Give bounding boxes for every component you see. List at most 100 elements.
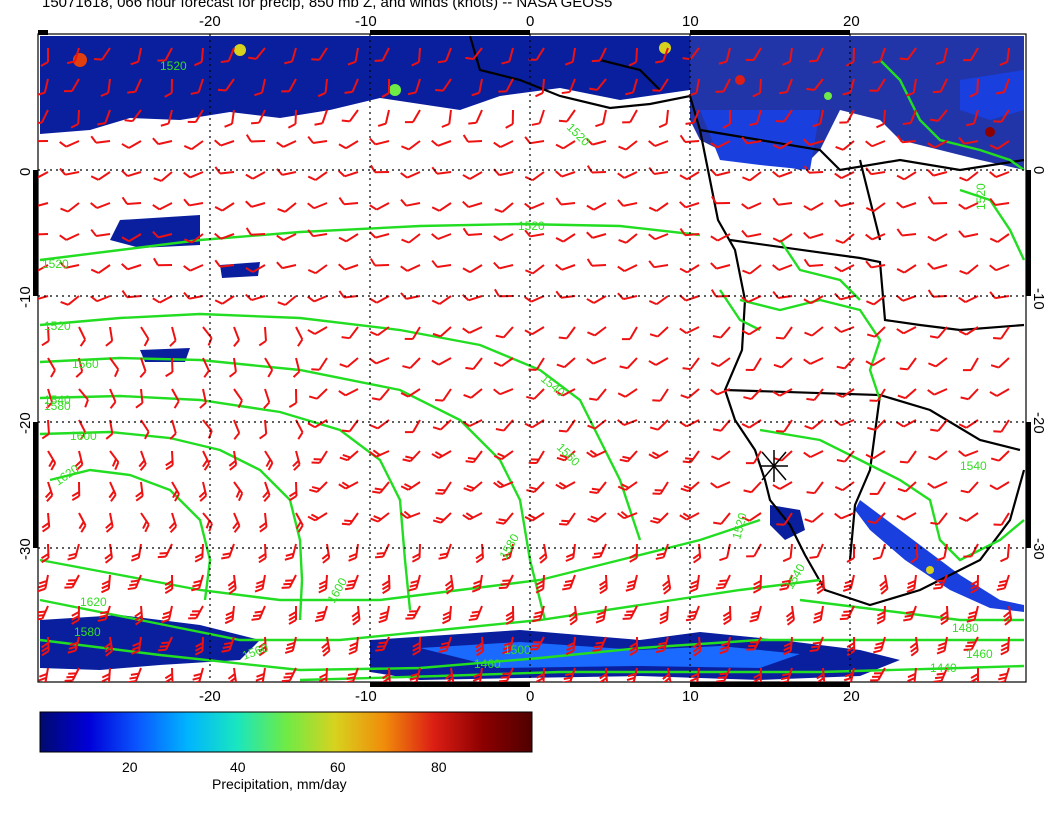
wind-barb	[556, 450, 576, 462]
wind-barb	[38, 233, 49, 236]
wind-barb	[90, 264, 111, 274]
wind-barb	[692, 636, 702, 657]
wind-barb	[183, 140, 204, 151]
wind-barb	[194, 47, 204, 67]
wind-barb	[621, 326, 638, 341]
contour-label: 1620	[80, 595, 107, 609]
wind-barb	[866, 326, 886, 338]
wind-barb	[586, 138, 607, 146]
wind-barb	[140, 326, 150, 347]
wind-barb	[378, 605, 390, 624]
wind-barb	[928, 450, 948, 461]
wind-barb	[254, 574, 266, 593]
wind-barb	[598, 574, 608, 595]
wind-barb	[932, 78, 948, 94]
wind-barb	[958, 326, 979, 336]
wind-barb	[648, 140, 669, 147]
wind-barb	[650, 512, 669, 524]
wind-barb	[936, 636, 948, 655]
wind-barb	[130, 47, 142, 66]
wind-barb	[105, 512, 114, 533]
contour-label: 1520	[974, 183, 988, 210]
wind-barb	[78, 388, 89, 408]
wind-barb	[38, 109, 49, 125]
wind-barb	[232, 512, 241, 533]
wind-barb	[715, 574, 731, 590]
wind-barb	[845, 47, 855, 67]
wind-barb	[314, 605, 328, 623]
wind-barb	[865, 167, 886, 176]
wind-barb	[682, 357, 700, 371]
wind-barb	[432, 419, 452, 431]
wind-barb	[865, 450, 886, 460]
colorbar-gradient	[39, 711, 533, 753]
contour-label: 1500	[504, 643, 531, 657]
wind-barb	[344, 574, 359, 591]
wind-barb	[245, 171, 266, 180]
wind-barb	[445, 667, 455, 682]
colorbar-title: Precipitation, mm/day	[212, 776, 347, 792]
wind-barb	[250, 109, 266, 125]
wind-barb	[127, 78, 142, 94]
wind-barb	[90, 295, 111, 303]
wind-barb	[617, 481, 638, 491]
colorbar-tick-label: 60	[330, 759, 346, 775]
wind-barb	[307, 229, 328, 238]
wind-barb	[652, 481, 669, 495]
wind-barb	[462, 326, 483, 334]
contour-label: 1520	[42, 257, 69, 271]
wind-barb	[896, 228, 917, 237]
wind-barb	[927, 233, 948, 242]
wind-barb	[338, 140, 359, 150]
wind-barb	[990, 357, 1010, 369]
wind-barb	[400, 171, 421, 179]
wind-barb	[493, 233, 514, 242]
wind-barb	[899, 47, 917, 61]
wind-barb	[617, 199, 638, 207]
wind-barb	[44, 481, 54, 502]
lat-tick-label: -20	[17, 412, 34, 434]
wind-barb	[869, 481, 886, 496]
wind-barb	[779, 574, 793, 591]
wind-barb	[718, 47, 731, 65]
wind-barb	[809, 543, 824, 559]
wind-barb	[505, 605, 515, 625]
wind-barb	[906, 667, 917, 682]
wind-barb	[438, 636, 452, 653]
wind-barb	[689, 667, 700, 682]
wind-barb	[652, 388, 669, 402]
wind-barb	[652, 78, 669, 92]
wind-barb	[599, 667, 608, 682]
wind-barb	[442, 605, 452, 625]
wind-barb	[782, 543, 793, 563]
wind-barb	[745, 357, 762, 372]
wind-barb	[969, 78, 979, 98]
wind-barb	[933, 574, 948, 590]
wind-barb	[263, 388, 271, 409]
wind-barb	[741, 512, 762, 522]
wind-barb	[38, 171, 49, 180]
wind-barb	[834, 419, 855, 427]
wind-barb	[930, 109, 948, 122]
wind-barb	[745, 47, 762, 62]
wind-barb	[962, 357, 979, 372]
wind-barb	[494, 202, 514, 213]
wind-barb	[228, 450, 238, 471]
wind-barb	[899, 450, 917, 464]
wind-barb	[562, 574, 576, 591]
wind-barb	[233, 481, 244, 502]
lon-tick-label: -10	[355, 13, 377, 30]
wind-barb	[568, 605, 578, 626]
wind-barb	[314, 109, 328, 126]
wind-barb	[655, 543, 669, 560]
wind-barb	[109, 450, 120, 470]
wind-barb	[94, 47, 111, 61]
wind-barb	[307, 264, 328, 275]
wind-barb	[164, 78, 173, 98]
wind-barb	[233, 326, 240, 347]
wind-barb	[865, 357, 886, 367]
wind-barb	[171, 481, 180, 502]
wind-barb	[618, 140, 638, 151]
wind-barb	[71, 605, 80, 625]
wind-barb	[993, 419, 1010, 433]
